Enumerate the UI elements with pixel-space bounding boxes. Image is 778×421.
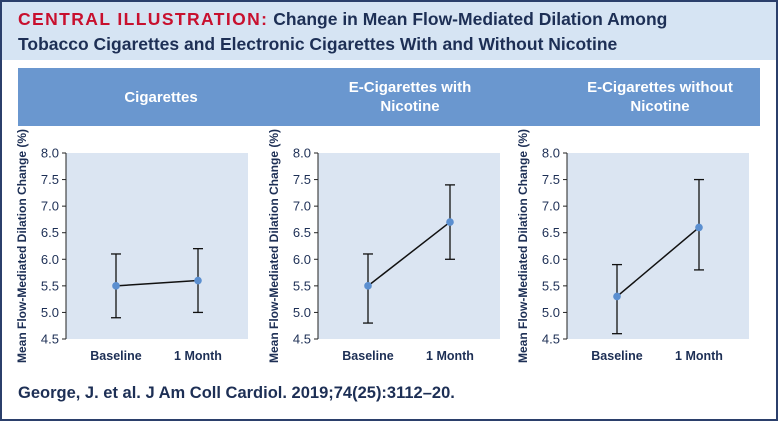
x-tick-label: 1 Month: [426, 349, 474, 363]
y-tick-label: 7.0: [542, 199, 560, 214]
x-tick-label: Baseline: [90, 349, 141, 363]
y-tick-label: 5.5: [293, 278, 311, 293]
y-tick-label: 7.0: [293, 199, 311, 214]
data-point: [613, 292, 621, 301]
data-point: [446, 218, 454, 226]
figure-title-line-2: Tobacco Cigarettes and Electronic Cigare…: [18, 34, 618, 54]
y-tick-label: 5.0: [542, 305, 560, 320]
y-tick-label: 6.0: [41, 252, 59, 267]
panel-label-ecig-with-nicotine-text: E-Cigarettes with Nicotine: [348, 79, 472, 115]
y-tick-label: 4.5: [41, 332, 59, 347]
y-tick-label: 8.0: [41, 146, 59, 161]
y-tick-label: 8.0: [542, 146, 560, 161]
y-tick-label: 4.5: [293, 332, 311, 347]
y-tick-label: 6.0: [542, 252, 560, 267]
y-tick-label: 8.0: [293, 146, 311, 161]
data-point: [194, 276, 202, 285]
data-point: [364, 282, 372, 290]
x-tick-label: 1 Month: [174, 349, 222, 363]
plot-background: [567, 153, 749, 339]
x-tick-label: Baseline: [591, 349, 642, 363]
central-illustration-label: CENTRAL ILLUSTRATION:: [18, 9, 269, 29]
series-line: [616, 226, 700, 298]
data-point: [695, 223, 703, 232]
y-axis-label: Mean Flow-Mediated Dilation Change (%): [15, 129, 29, 363]
panel-header-band: Cigarettes E-Cigarettes with Nicotine E-…: [18, 68, 760, 126]
chart-panel-2: 4.5 5.0 5.5 6.0 6.5 7.0 7.5 8.0 Mean Flow-Mediat…: [267, 129, 500, 363]
plot-background: [66, 153, 248, 339]
x-tick-label: 1 Month: [675, 349, 723, 363]
panel-label-cigarettes: Cigarettes: [41, 68, 281, 126]
figure-title-text: Change in Mean Flow-Mediated Dilation Am…: [273, 9, 668, 29]
y-axis-label: Mean Flow-Mediated Dilation Change (%): [516, 129, 530, 363]
chart-panel-1: 4.5 5.0 5.5 6.0 6.5 7.0 7.5 8.0 Mean Flow-Mediat…: [15, 129, 248, 363]
panel-label-ecig-without-nicotine: E-Cigarettes without Nicotine: [540, 68, 778, 126]
citation: George, J. et al. J Am Coll Cardiol. 201…: [18, 384, 455, 402]
y-tick-label: 4.5: [542, 332, 560, 347]
panel-label-ecig-without-nicotine-text: E-Cigarettes without Nicotine: [587, 79, 733, 115]
y-tick-label: 6.0: [293, 252, 311, 267]
y-axis-label: Mean Flow-Mediated Dilation Change (%): [267, 129, 281, 363]
figure-header: CENTRAL ILLUSTRATION: Change in Mean Flo…: [2, 2, 776, 60]
y-tick-label: 7.5: [41, 172, 59, 187]
series-line: [115, 279, 199, 287]
y-tick-label: 5.0: [293, 305, 311, 320]
y-tick-label: 7.0: [41, 199, 59, 214]
chart-panel-3: 4.5 5.0 5.5 6.0 6.5 7.0 7.5 8.0 Mean Flow-Mediat…: [516, 129, 749, 363]
y-tick-label: 5.5: [41, 278, 59, 293]
data-point: [112, 282, 120, 290]
plot-background: [318, 153, 500, 339]
y-tick-label: 6.5: [293, 225, 311, 240]
y-tick-label: 5.0: [41, 305, 59, 320]
y-tick-label: 7.5: [542, 172, 560, 187]
panel-label-cigarettes-text: Cigarettes: [124, 88, 198, 106]
y-tick-label: 6.5: [542, 225, 560, 240]
y-tick-label: 5.5: [542, 278, 560, 293]
x-tick-label: Baseline: [342, 349, 393, 363]
y-tick-label: 7.5: [293, 172, 311, 187]
panel-label-ecig-with-nicotine: E-Cigarettes with Nicotine: [290, 68, 530, 126]
series-line: [367, 221, 451, 287]
figure-title-line-1: CENTRAL ILLUSTRATION: Change in Mean Flo…: [18, 9, 667, 30]
y-tick-label: 6.5: [41, 225, 59, 240]
